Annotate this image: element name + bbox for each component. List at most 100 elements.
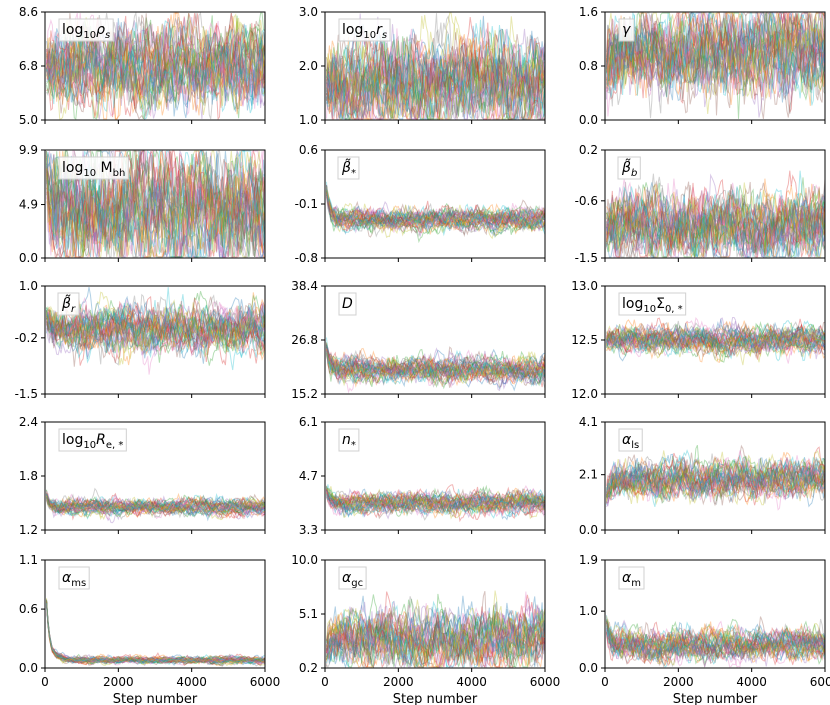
walker-trace — [46, 497, 265, 517]
walker-trace — [326, 343, 545, 386]
walker-trace — [326, 191, 545, 237]
walker-trace — [46, 151, 265, 258]
parameter-label: log10Σ0, * — [622, 296, 683, 315]
x-tick-label: 4000 — [736, 675, 767, 689]
parameter-label: αls — [622, 432, 639, 451]
walker-trace — [326, 345, 545, 385]
walker-trace — [326, 484, 545, 517]
walker-trace — [46, 295, 265, 364]
walker-trace — [606, 316, 825, 364]
walker-trace — [46, 20, 265, 113]
walker-trace — [326, 195, 545, 233]
walker-trace — [326, 342, 545, 390]
walker-trace — [326, 344, 545, 390]
walker-trace — [326, 487, 545, 521]
walker-trace — [606, 455, 825, 501]
walker-trace — [46, 601, 265, 665]
walker-trace — [606, 322, 825, 358]
walker-trace — [606, 173, 825, 258]
y-tick-label: 5.0 — [19, 113, 38, 127]
walker-trace — [606, 190, 825, 258]
y-tick-label: 8.6 — [19, 5, 38, 19]
walker-trace — [46, 493, 265, 522]
walker-trace — [46, 150, 265, 258]
walker-trace — [606, 184, 825, 258]
walker-trace — [46, 16, 265, 112]
walker-trace — [606, 620, 825, 660]
walker-trace — [606, 451, 825, 503]
walker-trace — [46, 150, 265, 258]
walker-trace — [46, 13, 265, 113]
walker-trace — [606, 322, 825, 360]
walker-trace — [326, 604, 545, 664]
walker-trace — [46, 306, 265, 359]
walker-trace — [326, 594, 545, 668]
walker-trace — [46, 494, 265, 516]
walker-trace — [326, 348, 545, 384]
trace-panel: 0.0 4.9 9.9 log10 Mbh — [19, 143, 266, 265]
walker-trace — [326, 349, 545, 386]
walker-trace — [46, 24, 265, 113]
walker-trace — [326, 487, 545, 518]
walker-traces — [606, 316, 825, 366]
y-tick-label: -0.6 — [575, 194, 598, 208]
walker-trace — [46, 12, 265, 108]
walker-trace — [326, 593, 545, 668]
walker-trace — [46, 492, 265, 518]
walker-trace — [46, 497, 265, 516]
walker-trace — [46, 155, 265, 258]
walker-trace — [46, 291, 265, 351]
walker-trace — [326, 350, 545, 385]
walker-trace — [46, 604, 265, 666]
walker-trace — [606, 621, 825, 662]
walker-trace — [326, 194, 545, 236]
walker-trace — [326, 607, 545, 668]
walker-trace — [46, 151, 265, 258]
walker-trace — [46, 601, 265, 666]
x-tick-label: 6000 — [530, 675, 561, 689]
walker-trace — [606, 13, 825, 99]
walker-trace — [606, 195, 825, 258]
walker-trace — [606, 320, 825, 359]
walker-trace — [46, 601, 265, 666]
walker-trace — [326, 348, 545, 387]
walker-trace — [606, 450, 825, 503]
walker-trace — [326, 193, 545, 232]
x-tick-label: 2000 — [663, 675, 694, 689]
walker-trace — [46, 298, 265, 358]
walker-trace — [606, 186, 825, 258]
walker-traces — [46, 12, 265, 120]
walker-trace — [46, 493, 265, 520]
walker-trace — [326, 184, 545, 233]
walker-trace — [326, 184, 545, 232]
walker-trace — [606, 199, 825, 258]
walker-trace — [606, 321, 825, 356]
y-tick-label: 9.9 — [19, 143, 38, 157]
walker-trace — [326, 27, 545, 120]
walker-trace — [46, 305, 265, 351]
walker-trace — [606, 12, 825, 114]
walker-trace — [606, 617, 825, 661]
walker-trace — [606, 459, 825, 498]
walker-trace — [46, 25, 265, 120]
walker-trace — [606, 449, 825, 499]
walker-trace — [46, 20, 265, 110]
walker-trace — [326, 195, 545, 235]
parameter-label-box — [338, 566, 367, 590]
walker-trace — [46, 292, 265, 352]
walker-trace — [326, 192, 545, 234]
walker-trace — [606, 191, 825, 258]
walker-trace — [326, 488, 545, 518]
walker-trace — [46, 150, 265, 258]
walker-trace — [326, 12, 545, 120]
walker-traces — [606, 12, 825, 119]
walker-trace — [46, 495, 265, 516]
walker-trace — [46, 28, 265, 119]
walker-trace — [326, 28, 545, 120]
walker-trace — [46, 493, 265, 520]
walker-trace — [46, 150, 265, 258]
parameter-label-box — [58, 156, 129, 180]
walker-trace — [606, 14, 825, 117]
walker-trace — [606, 12, 825, 83]
walker-trace — [326, 28, 545, 107]
